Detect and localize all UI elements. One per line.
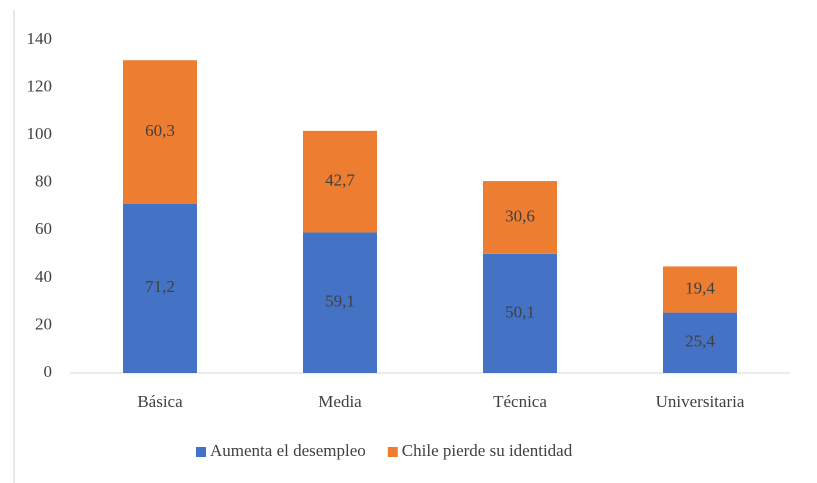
bar-segment [303, 232, 377, 373]
data-label: 30,6 [505, 206, 535, 225]
x-tick-label: Básica [137, 392, 183, 411]
data-label: 25,4 [685, 332, 715, 351]
bar-segment [123, 60, 197, 204]
bar-segment [663, 266, 737, 313]
data-label: 60,3 [145, 121, 175, 140]
y-tick-label: 140 [27, 29, 53, 48]
legend-label: Chile pierde su identidad [402, 441, 573, 460]
x-tick-label: Media [318, 392, 362, 411]
bar-segment [663, 312, 737, 373]
y-tick-label: 100 [27, 124, 53, 143]
x-tick-label: Universitaria [656, 392, 745, 411]
y-tick-label: 120 [27, 76, 53, 95]
bar-segment [483, 181, 557, 254]
legend-swatch [196, 447, 206, 457]
bar-segment [303, 130, 377, 233]
data-label: 42,7 [325, 171, 355, 190]
x-tick-label: Técnica [493, 392, 547, 411]
y-tick-label: 40 [35, 267, 52, 286]
data-label: 19,4 [685, 278, 715, 297]
y-tick-label: 60 [35, 219, 52, 238]
bar-segment [483, 253, 557, 373]
y-tick-label: 0 [44, 362, 53, 381]
legend-swatch [387, 447, 398, 457]
legend-label: Aumenta el desempleo [210, 441, 366, 460]
data-label: 59,1 [325, 292, 355, 311]
data-label: 71,2 [145, 277, 175, 296]
bar-segment [123, 203, 197, 373]
data-label: 50,1 [505, 302, 535, 321]
y-tick-label: 80 [35, 172, 52, 191]
y-tick-label: 20 [35, 314, 52, 333]
